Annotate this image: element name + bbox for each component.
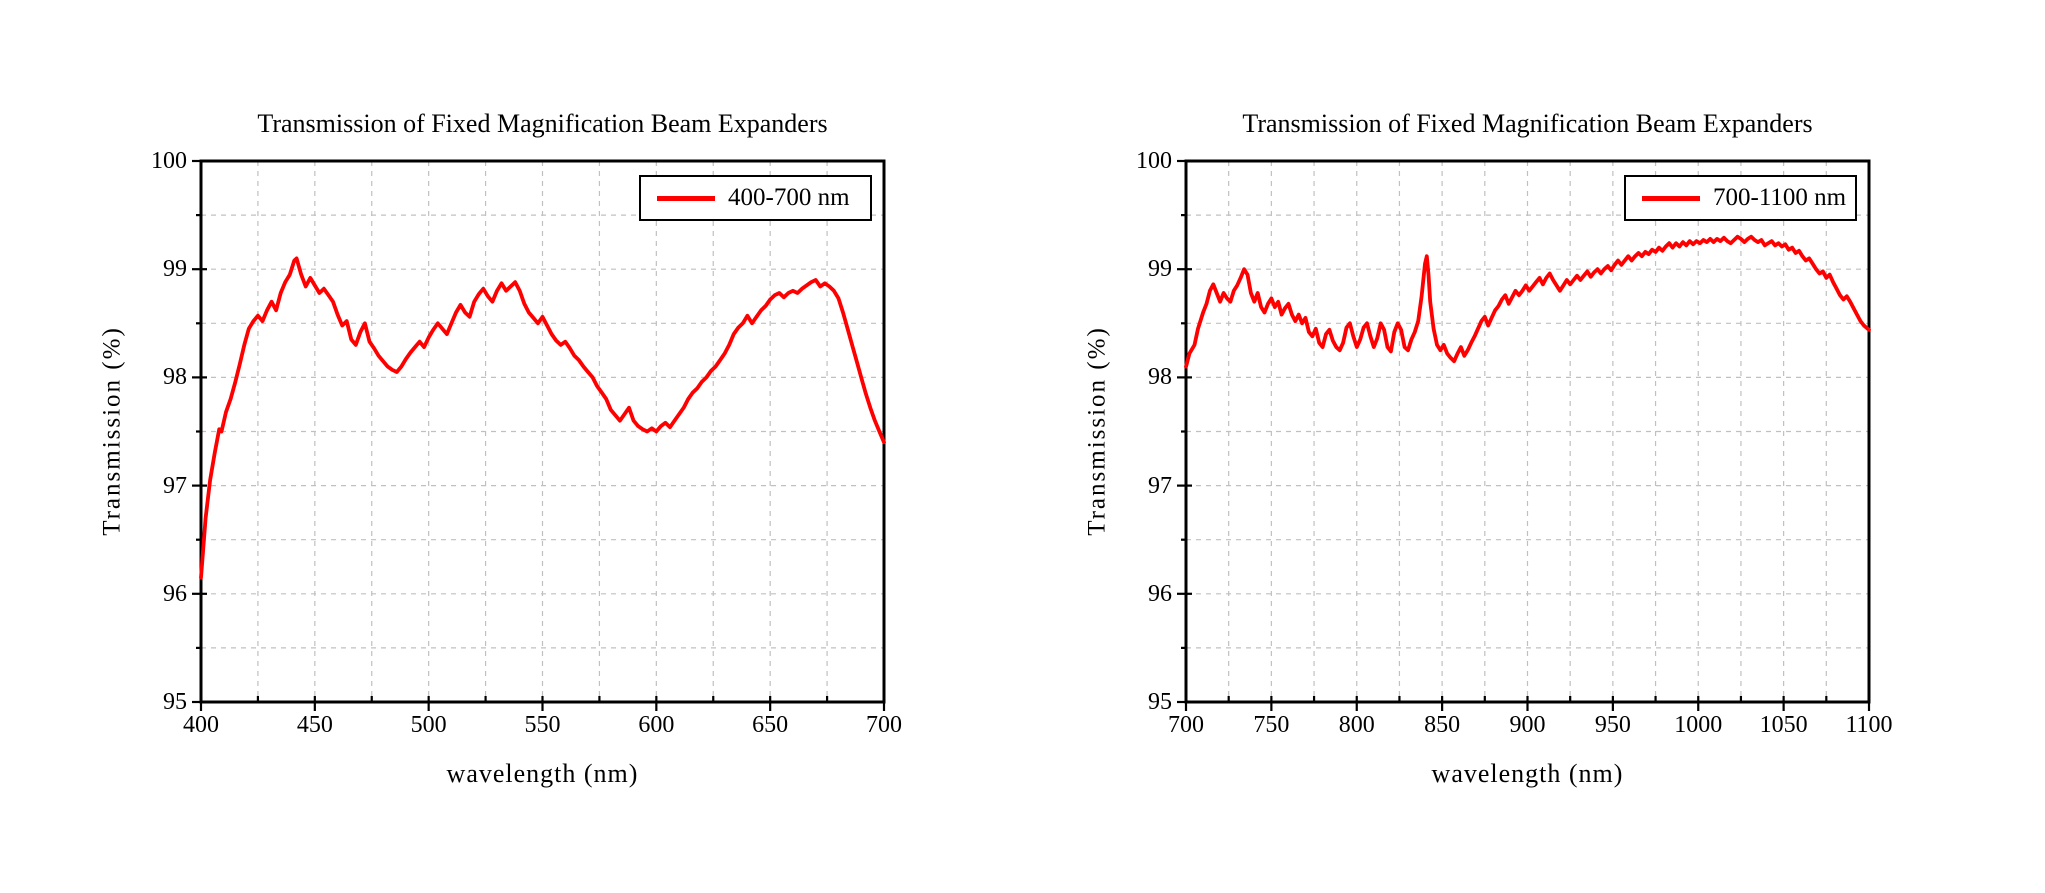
plot-area [192,159,886,711]
x-tick-label: 700 [866,712,902,738]
legend: 700-1100 nm [1624,175,1857,221]
chart-visible-400-700: Transmission of Fixed Magnification Beam… [99,109,903,788]
y-tick-label: 98 [163,364,187,391]
x-tick-label: 500 [410,712,447,738]
legend: 400-700 nm [639,175,872,221]
chart-nir-700-1100: Transmission of Fixed Magnification Beam… [1084,109,1893,788]
x-axis-title: wavelength (nm) [1431,759,1624,788]
x-tick-label: 750 [1253,712,1290,738]
x-axis-title: wavelength (nm) [446,759,639,788]
x-tick-label: 850 [1424,712,1461,738]
x-tick-label: 900 [1509,712,1546,738]
legend-line-sample [657,195,715,201]
legend-label: 400-700 nm [728,184,850,211]
x-tick-label: 600 [638,712,675,738]
x-tick-label: 1050 [1759,712,1808,738]
y-tick-label: 96 [1148,580,1172,607]
chart-title: Transmission of Fixed Magnification Beam… [1242,109,1813,138]
x-tick-label: 1000 [1674,712,1723,738]
x-tick-label: 1100 [1845,712,1893,738]
x-tick-label: 450 [296,712,333,738]
y-axis-title: Transmission (%) [1083,326,1111,536]
legend-label: 700-1100 nm [1713,184,1847,211]
x-tick-label: 650 [752,712,789,738]
y-tick-label: 100 [151,148,187,174]
y-tick-label: 95 [1148,689,1172,715]
x-tick-label: 800 [1338,712,1375,738]
y-tick-label: 100 [1136,148,1172,174]
chart-title: Transmission of Fixed Magnification Beam… [257,109,828,138]
y-tick-label: 98 [1148,364,1172,391]
y-tick-label: 97 [1148,472,1172,499]
y-tick-label: 97 [163,472,187,499]
x-tick-label: 950 [1594,712,1631,738]
x-tick-label: 400 [183,712,219,738]
y-tick-label: 99 [163,256,187,283]
y-tick-label: 96 [163,580,187,607]
y-tick-label: 99 [1148,256,1172,283]
y-tick-label: 95 [163,689,187,715]
plot-area [1177,159,1871,711]
y-axis-title: Transmission (%) [98,326,126,536]
x-tick-label: 700 [1168,712,1204,738]
legend-line-sample [1642,195,1700,201]
x-tick-label: 550 [524,712,561,738]
